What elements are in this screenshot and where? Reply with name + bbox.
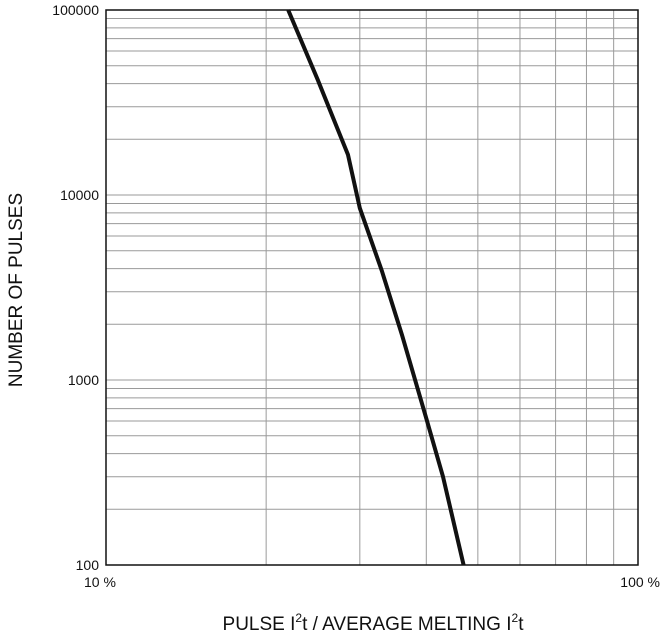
plot-frame xyxy=(105,9,639,566)
x-axis-title: PULSE I2t / AVERAGE MELTING I2t xyxy=(223,611,525,635)
x-axis-title-part-a: PULSE I xyxy=(223,614,296,635)
x-axis-title-part-b: t / AVERAGE MELTING I xyxy=(302,614,511,635)
x-axis-title-sup-1: 2 xyxy=(295,611,302,625)
x-axis-title-sup-2: 2 xyxy=(512,611,519,625)
y-tick-label: 100000 xyxy=(52,2,99,18)
y-tick-label: 100 xyxy=(76,557,100,573)
x-axis-title-part-c: t xyxy=(518,614,524,635)
y-tick-label: 10000 xyxy=(60,187,99,203)
x-tick-label: 100 % xyxy=(620,574,660,590)
series-layer xyxy=(286,9,466,566)
y-axis-title: NUMBER OF PULSES xyxy=(6,193,27,387)
grid xyxy=(106,10,638,565)
tick-labels: 100 1000 10000 100000 10 % 100 % xyxy=(52,2,660,590)
y-tick-label: 1000 xyxy=(68,372,99,388)
series-line xyxy=(286,9,466,566)
x-tick-label: 10 % xyxy=(84,574,116,590)
